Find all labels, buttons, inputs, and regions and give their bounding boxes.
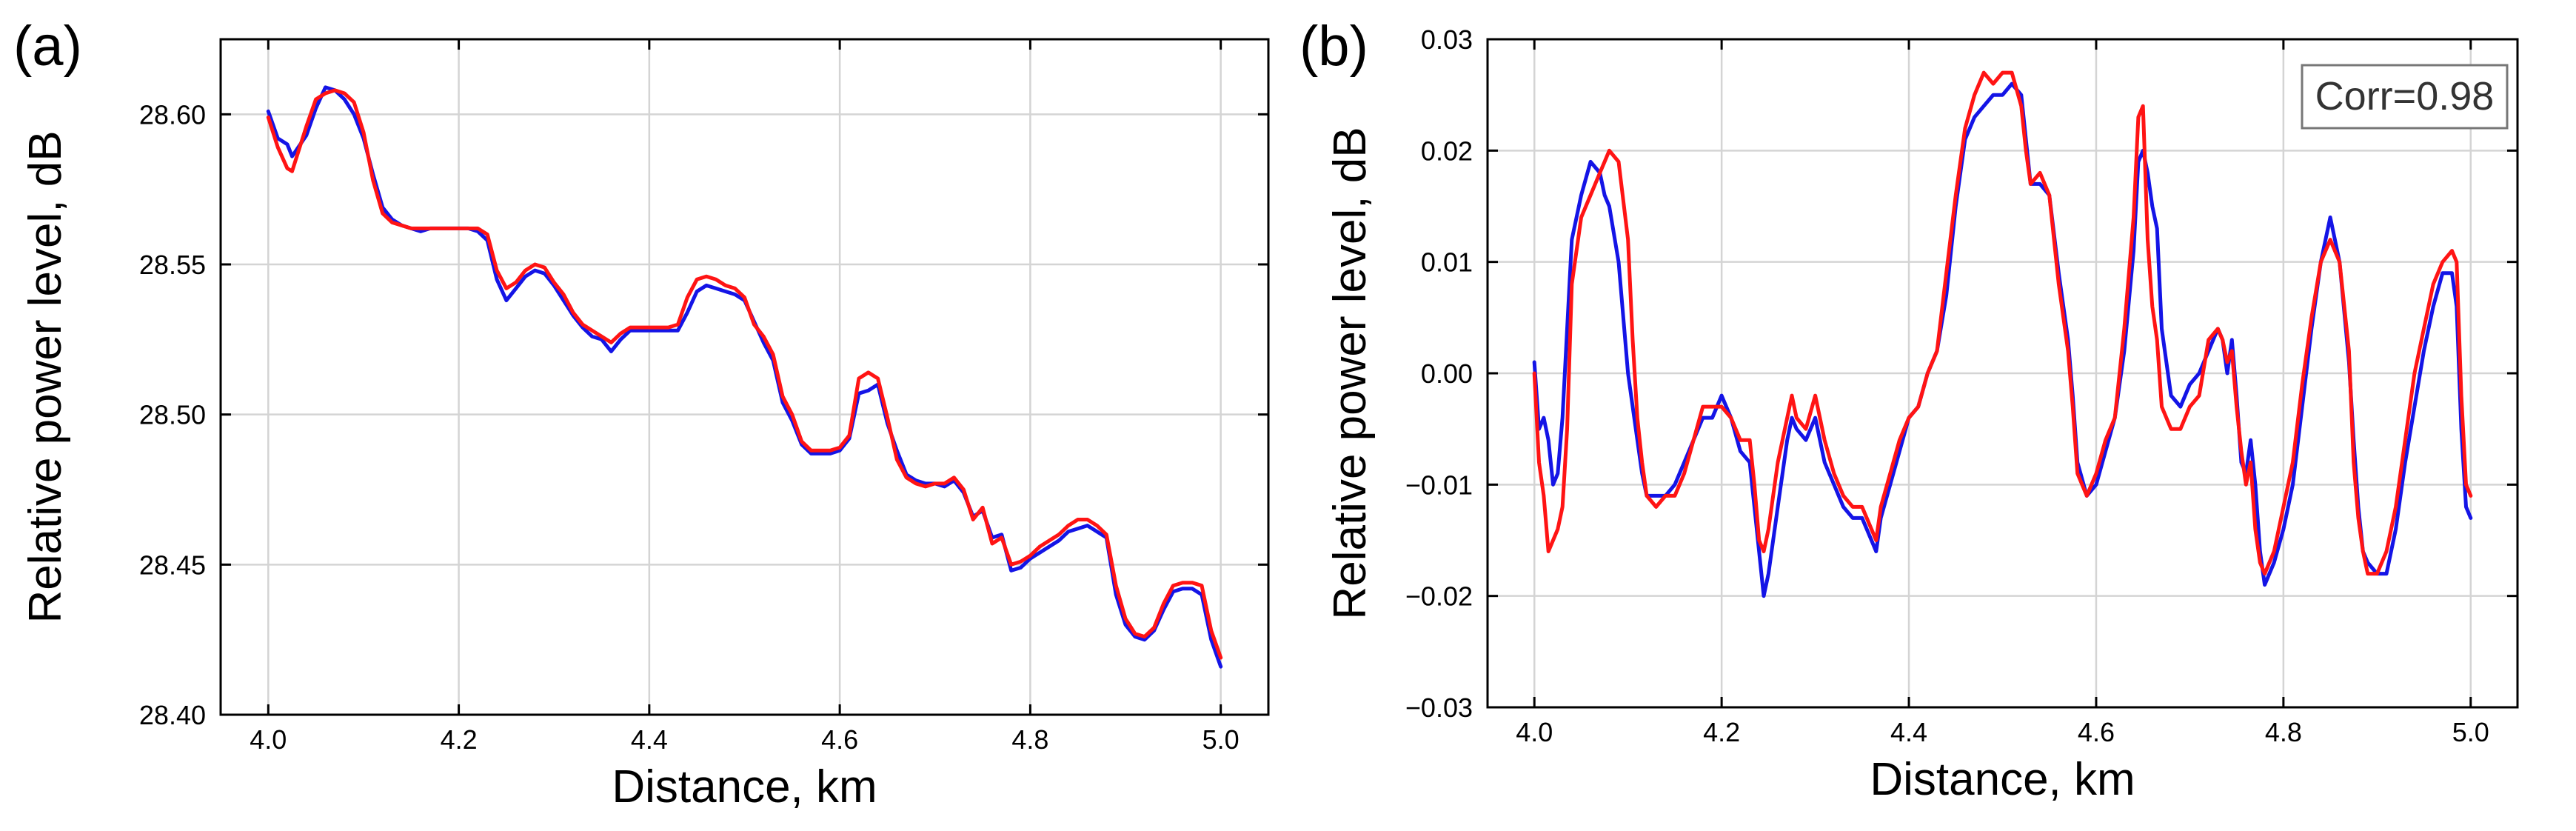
x-tick-label: 5.0 <box>2452 717 2489 747</box>
y-tick-label: 28.60 <box>139 99 206 130</box>
y-tick-label: −0.02 <box>1405 581 1473 612</box>
y-tick-label: 0.00 <box>1421 358 1473 389</box>
plot-frame <box>219 38 1270 716</box>
x-tick-label: 4.2 <box>1703 717 1740 747</box>
y-tick-label: 0.03 <box>1421 24 1473 55</box>
x-tick-label: 4.4 <box>1890 717 1927 747</box>
series-line-red <box>1532 70 2473 576</box>
y-tick-label: 28.50 <box>139 400 206 430</box>
y-tick-label: 0.02 <box>1421 136 1473 166</box>
y-tick-label: −0.01 <box>1405 470 1473 500</box>
x-axis-label: Distance, km <box>612 761 877 812</box>
corr-annotation-box <box>2301 64 2509 130</box>
panel-label: (a) <box>13 15 82 78</box>
y-tick-label: −0.03 <box>1405 692 1473 723</box>
series-line-blue <box>266 85 1223 669</box>
x-tick-label: 4.6 <box>821 724 858 755</box>
x-tick-label: 4.2 <box>441 724 478 755</box>
x-tick-label: 4.0 <box>250 724 287 755</box>
y-tick-label: 0.01 <box>1421 247 1473 278</box>
panel-a: 4.0 4.2 4.4 4.6 4.8 5.0 28.40 28.45 28.50 28.55 28… <box>13 15 1270 812</box>
y-tick-label: 28.55 <box>139 250 206 280</box>
x-tick-label: 4.4 <box>631 724 668 755</box>
corr-annotation: Corr=0.98 <box>2315 74 2495 119</box>
y-tick-label: 28.40 <box>139 700 206 730</box>
y-axis-label: Relative power level, dB <box>1325 127 1376 619</box>
series-line-blue <box>1532 81 2473 598</box>
panel-label: (b) <box>1299 15 1368 78</box>
panel-b: 4.0 4.2 4.4 4.6 4.8 5.0 −0.03 −0.02 −0.01 0.00 0.0… <box>1299 15 2519 805</box>
x-tick-label: 5.0 <box>1202 724 1240 755</box>
y-axis-label: Relative power level, dB <box>20 130 71 623</box>
x-tick-label: 4.6 <box>2078 717 2115 747</box>
series-line-red <box>266 88 1223 660</box>
x-axis-label: Distance, km <box>1870 754 2135 805</box>
x-tick-label: 4.0 <box>1516 717 1553 747</box>
x-tick-label: 4.8 <box>2265 717 2302 747</box>
y-tick-label: 28.45 <box>139 550 206 580</box>
x-tick-label: 4.8 <box>1011 724 1048 755</box>
